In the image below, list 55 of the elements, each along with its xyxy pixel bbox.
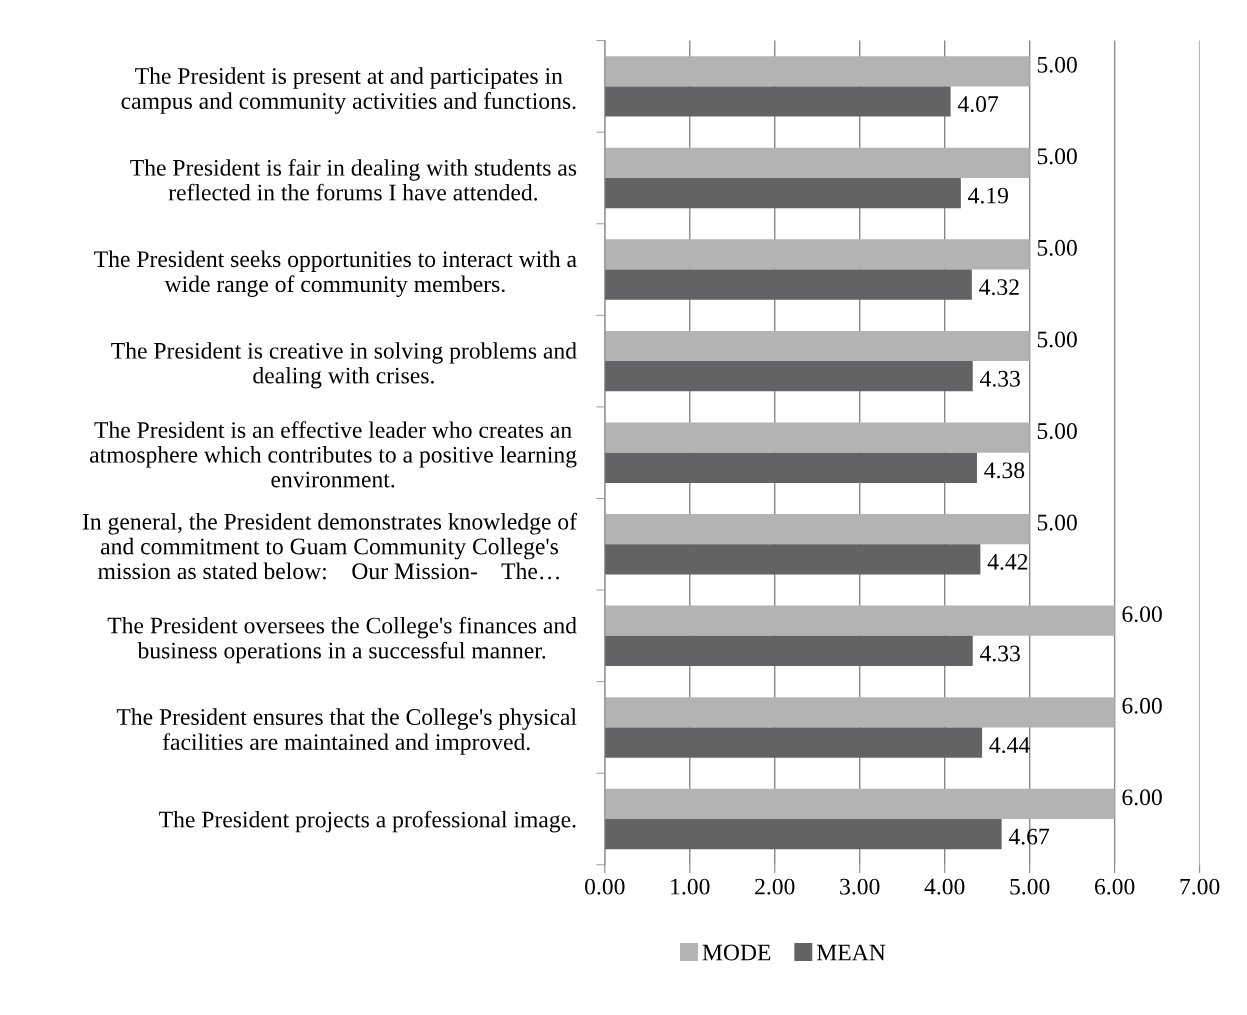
bar [604,177,961,209]
data-label: 4.44 [989,737,1030,754]
data-label: 4.32 [979,279,1019,296]
y-tick-label: The President projects a professional image. [159,810,576,833]
x-tick-label: 2.00 [755,878,795,895]
bar [604,422,1030,453]
y-tick-label: The President oversees the College's finances and business operations in a successful manner. [107,616,577,664]
data-label: 4.33 [979,645,1020,662]
data-label: 6.00 [1122,697,1162,714]
data-label: 5.00 [1037,514,1077,531]
data-label: 4.38 [984,462,1025,479]
data-label: 5.00 [1037,239,1077,256]
y-tick-label: The President is creative in solving problems and dealing with crises. [111,342,577,389]
y-tick-label: The President seeks opportunities to interact with a wide range of community members. [94,250,577,297]
bar [604,86,951,117]
x-tick-label: 5.00 [1010,878,1050,895]
legend-label: MODE [702,944,771,961]
bar [604,452,977,483]
bar [604,330,1030,362]
bar [604,361,973,392]
x-tick-label: 4.00 [924,878,965,895]
bar [604,818,1002,850]
legend-label: MEAN [816,944,886,961]
bar [604,269,972,300]
bar [604,697,1115,728]
y-tick-label: The President is present at and participates in campus and community activities and functions. [121,67,576,114]
data-label: 4.19 [968,187,1008,204]
bar [604,605,1115,636]
data-label: 4.42 [987,553,1028,570]
bar [604,544,981,575]
bar [604,56,1030,87]
data-label: 5.00 [1037,423,1077,440]
x-tick-label: 7.00 [1180,878,1220,895]
data-label: 5.00 [1037,331,1077,348]
bar [604,239,1030,270]
x-tick-label: 1.00 [671,878,710,895]
data-label: 4.67 [1008,828,1050,845]
y-tick-label: The President is fair in dealing with students as reflected in the forums I have attended. [130,158,577,201]
bar [604,788,1115,819]
data-label: 6.00 [1122,789,1162,806]
x-tick-label: 6.00 [1094,878,1135,895]
bar [604,514,1030,545]
data-label: 4.07 [957,96,999,113]
bar [604,635,973,667]
data-label: 5.00 [1037,56,1077,73]
bar [604,727,983,758]
data-label: 6.00 [1122,606,1162,623]
x-tick-label: 3.00 [840,878,880,895]
data-label: 4.33 [979,370,1020,387]
y-tick-label: The President ensures that the College's physical facilities are maintained and improved. [116,708,577,755]
data-label: 5.00 [1037,148,1077,165]
y-tick-label: The President is an effective leader who creates an atmosphere which contributes to a positive learning environment. [90,421,577,488]
bar [604,147,1030,178]
x-tick-label: 0.00 [585,878,625,895]
y-tick-label: In general, the President demonstrates knowledge of and commitment to Guam Community College's mission as stated below: Our Mission- The… [82,512,578,580]
